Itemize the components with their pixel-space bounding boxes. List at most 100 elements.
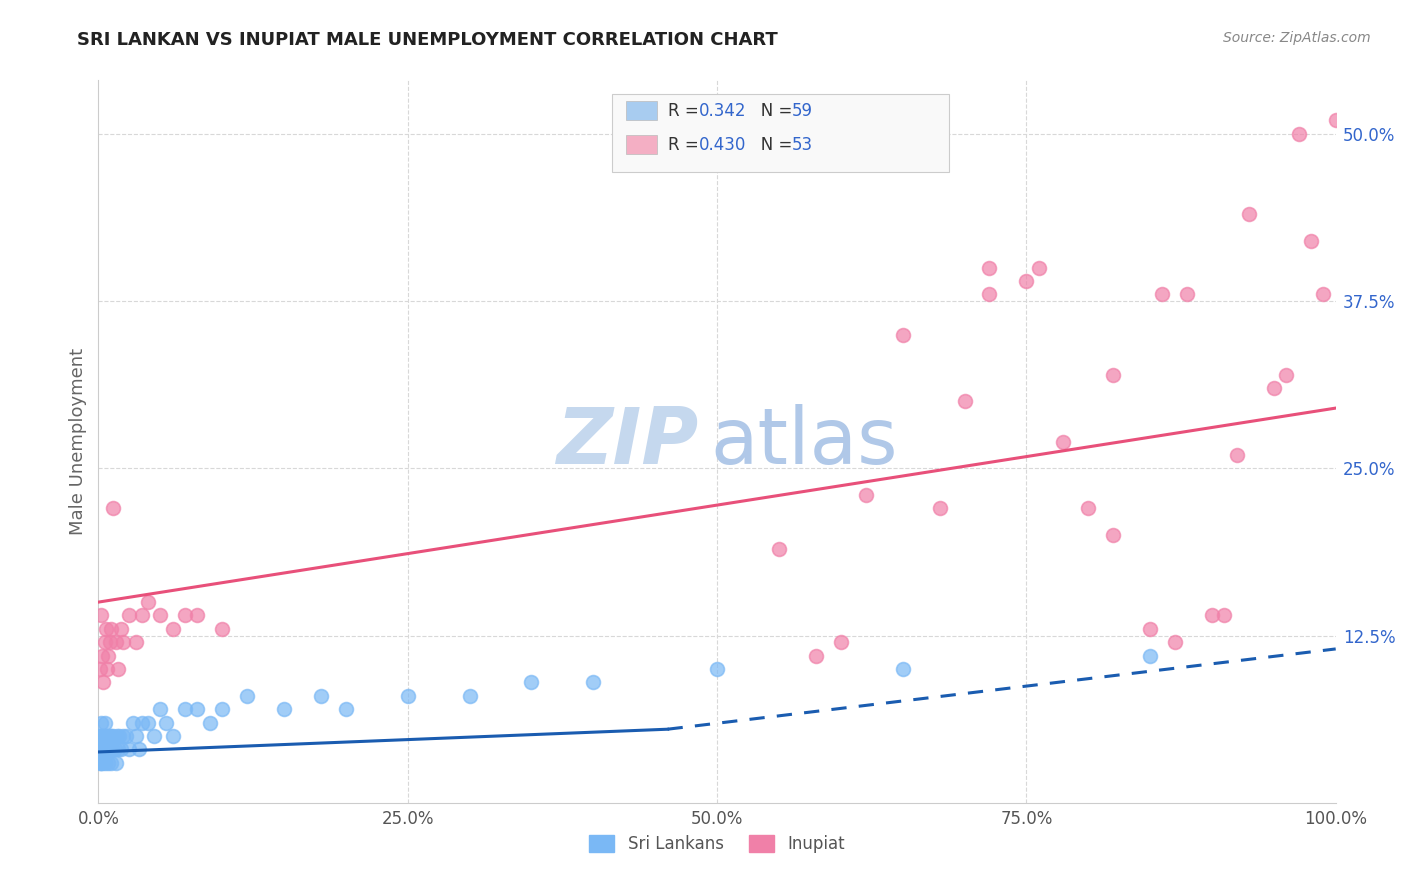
Point [122,715,145,730]
Point [90,715,112,730]
Point [93,742,115,756]
Point [91,648,114,663]
Point [91,729,114,743]
Point [97,756,120,770]
Text: SRI LANKAN VS INUPIAT MALE UNEMPLOYMENT CORRELATION CHART: SRI LANKAN VS INUPIAT MALE UNEMPLOYMENT … [77,31,778,49]
Point [1102,528,1125,542]
Point [335,702,357,716]
Point [93,756,115,770]
Point [94,729,117,743]
Point [100,622,122,636]
Point [124,635,146,649]
Point [89,662,111,676]
Point [90,608,112,623]
Point [91,756,114,770]
Point [100,756,122,770]
Point [236,689,259,703]
Point [1102,368,1125,382]
Point [1139,622,1161,636]
Point [1299,234,1322,248]
Point [90,742,112,756]
Point [112,635,135,649]
Point [1288,127,1310,141]
Text: R =: R = [668,102,704,120]
Point [1015,274,1038,288]
Point [1052,434,1074,449]
Point [93,715,115,730]
Text: ZIP: ZIP [557,403,699,480]
Point [830,635,852,649]
Point [582,675,605,690]
Point [891,662,914,676]
Point [1139,648,1161,663]
Point [89,756,111,770]
Point [93,635,115,649]
Point [979,287,1001,301]
Point [94,742,117,756]
Point [155,715,177,730]
Point [96,729,118,743]
Point [136,595,159,609]
Point [103,729,125,743]
Text: R =: R = [668,136,704,153]
Point [1152,287,1174,301]
Point [143,729,166,743]
Point [94,622,117,636]
Point [1324,113,1347,128]
Text: Source: ZipAtlas.com: Source: ZipAtlas.com [1223,31,1371,45]
Point [98,742,121,756]
Point [891,327,914,342]
Point [108,729,131,743]
Point [98,635,121,649]
Point [174,608,197,623]
Point [804,648,827,663]
Point [105,729,128,743]
Point [110,622,132,636]
Point [396,689,419,703]
Point [953,394,976,409]
Point [273,702,295,716]
Point [855,488,877,502]
Point [131,715,153,730]
Point [112,729,135,743]
Point [1237,207,1260,221]
Point [149,608,172,623]
Point [118,742,141,756]
Point [1275,368,1298,382]
Point [118,608,141,623]
Point [97,742,120,756]
Point [1201,608,1223,623]
Point [93,729,115,743]
Point [1226,448,1249,462]
Point [103,501,125,516]
Point [96,742,118,756]
Text: 0.430: 0.430 [699,136,747,153]
Point [1312,287,1334,301]
Point [114,729,136,743]
Point [162,729,184,743]
Point [89,742,111,756]
Point [1077,501,1099,516]
Point [458,689,481,703]
Point [211,702,233,716]
Point [162,622,184,636]
Point [1164,635,1187,649]
Point [96,662,118,676]
Point [110,742,132,756]
Text: N =: N = [745,102,797,120]
Point [706,662,728,676]
Point [186,608,208,623]
Text: N =: N = [745,136,797,153]
Point [124,729,146,743]
Y-axis label: Male Unemployment: Male Unemployment [69,348,87,535]
Point [107,742,129,756]
Point [1263,381,1285,395]
Point [1213,608,1236,623]
Point [93,742,115,756]
Point [520,675,543,690]
Point [149,702,172,716]
Legend: Sri Lankans, Inupiat: Sri Lankans, Inupiat [582,828,852,860]
Point [136,715,159,730]
Text: 53: 53 [792,136,813,153]
Point [90,756,112,770]
